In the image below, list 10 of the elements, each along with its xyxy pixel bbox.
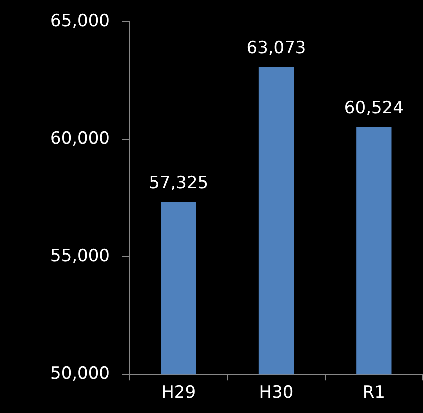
x-tick-label: H30 (259, 383, 294, 404)
y-tick-label: 55,000 (50, 246, 110, 267)
data-label: 63,073 (246, 38, 306, 58)
data-label: 60,524 (344, 98, 404, 118)
x-tick-label: R1 (362, 383, 386, 404)
y-tick-label: 50,000 (50, 364, 110, 384)
x-tick-label: H29 (162, 383, 196, 404)
y-tick-label: 65,000 (50, 12, 110, 32)
y-tick-label: 60,000 (50, 129, 110, 150)
data-label: 57,325 (149, 173, 209, 194)
